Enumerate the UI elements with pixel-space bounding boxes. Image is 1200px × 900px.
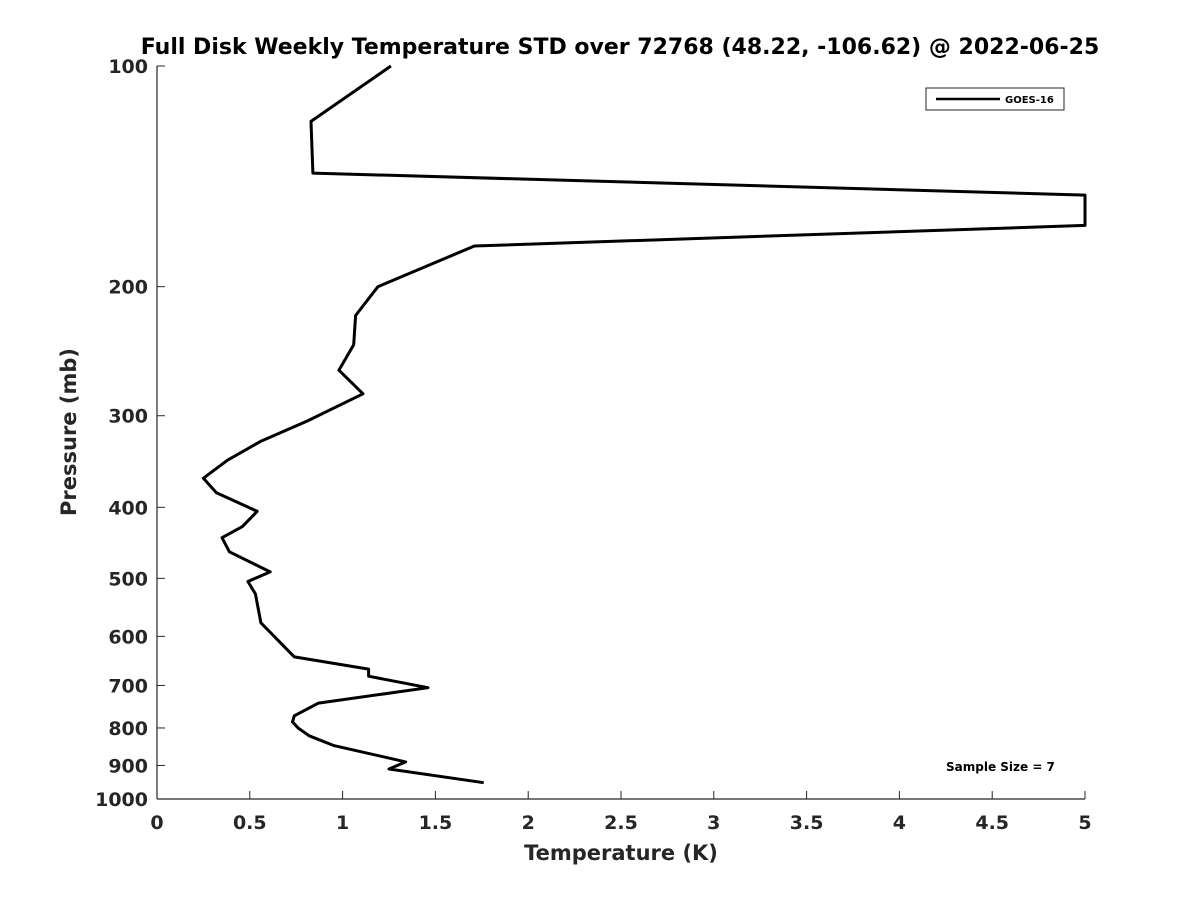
x-tick-label: 0.5	[233, 812, 267, 834]
sample-size-annotation: Sample Size = 7	[946, 760, 1055, 774]
y-tick-label: 300	[108, 406, 148, 428]
x-axis-label: Temperature (K)	[524, 841, 718, 865]
series-line-goes-16	[201, 64, 1087, 785]
y-tick-label: 600	[108, 626, 148, 648]
x-tick-label: 1	[336, 812, 349, 834]
y-tick-label: 400	[108, 497, 148, 519]
x-tick-label: 3.5	[790, 812, 824, 834]
series-layer	[201, 64, 1087, 785]
x-tick-label: 3	[707, 812, 720, 834]
y-tick-label: 200	[108, 277, 148, 299]
chart-title: Full Disk Weekly Temperature STD over 72…	[141, 35, 1100, 60]
x-tick-label: 1.5	[419, 812, 453, 834]
y-tick-label: 900	[108, 755, 148, 777]
x-tick-label: 4	[893, 812, 906, 834]
y-tick-label: 800	[108, 718, 148, 740]
y-axis-label: Pressure (mb)	[57, 348, 81, 516]
x-tick-label: 5	[1078, 812, 1091, 834]
y-tick-label: 100	[108, 56, 148, 78]
legend-label: GOES-16	[1005, 95, 1054, 106]
x-tick-label: 2.5	[604, 812, 638, 834]
y-tick-label: 700	[108, 675, 148, 697]
x-tick-label: 2	[522, 812, 535, 834]
y-tick-label: 500	[108, 568, 148, 590]
y-axis-ticks: 100 200 300 400 500 600 700 800 900 1000	[95, 56, 165, 811]
x-axis-ticks: 0 0.5 1 1.5 2 2.5 3 3.5 4 4.5 5	[150, 791, 1092, 834]
x-tick-label: 0	[150, 812, 163, 834]
y-tick-label: 1000	[95, 789, 148, 811]
legend: GOES-16	[925, 87, 1065, 111]
x-tick-label: 4.5	[975, 812, 1009, 834]
